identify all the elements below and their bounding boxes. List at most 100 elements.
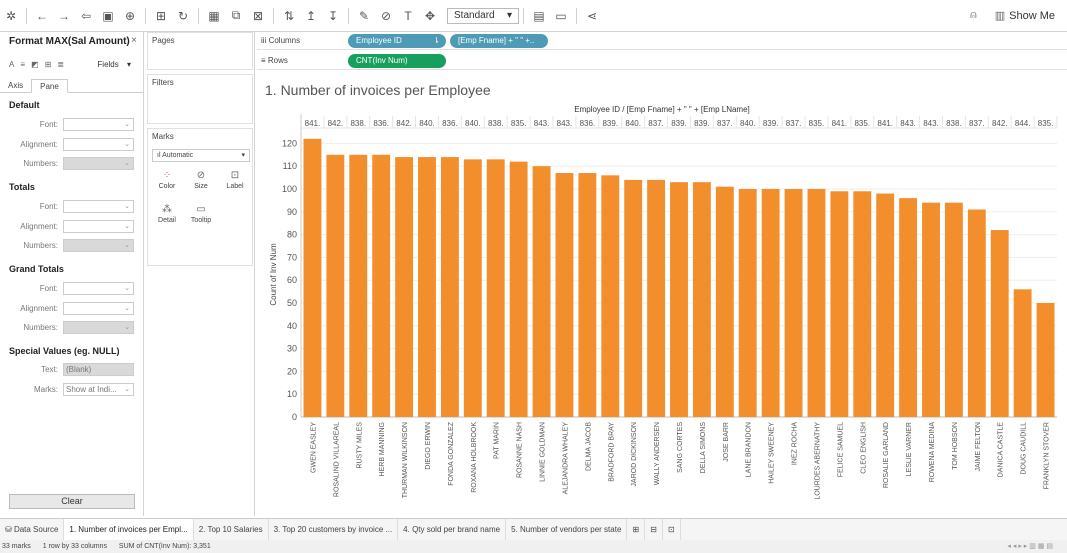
chevron-down-icon: ⌄ (124, 141, 130, 148)
default-numbers-combo[interactable]: ⌄ (63, 157, 134, 170)
rows-shelf[interactable]: ≡ Rows CNT(Inv Num) (257, 52, 1067, 70)
bar (715, 186, 734, 417)
font-format-icon[interactable]: A (9, 59, 15, 69)
rows-shelf-label: ≡ Rows (261, 56, 288, 65)
rows-label: Rows (267, 56, 288, 65)
tooltip-button[interactable]: ▭ Tooltip (186, 203, 216, 231)
save-icon[interactable]: ▣ (102, 8, 114, 23)
column-header: Employee ID / [Emp Fname] + " " + [Emp L… (574, 105, 750, 114)
undo-icon[interactable]: ⇦ (80, 8, 92, 23)
size-button[interactable]: ⊘ Size (186, 169, 216, 197)
sort-descending-icon[interactable]: ↧ (327, 8, 339, 23)
mark-type-value: Automatic (162, 152, 194, 159)
grand-numbers-combo[interactable]: ⌄ (63, 321, 134, 334)
sheet-tab-5[interactable]: 5. Number of vendors per state (506, 518, 628, 541)
show-me-label: Show Me (1009, 9, 1055, 22)
sheet-tabs: ⛁ Data Source 1. Number of invoices per … (0, 518, 1067, 541)
bar (372, 154, 391, 418)
employee-name-label: PAT MARIN (494, 422, 501, 459)
highlight-icon[interactable]: ✎ (358, 8, 370, 23)
grand-numbers-row: Numbers: ⌄ (0, 321, 140, 335)
default-font-row: Font: ⌄ (0, 118, 140, 132)
employee-id-pill[interactable]: Employee ID ⇂ (348, 34, 446, 48)
shading-format-icon[interactable]: ◩ (31, 59, 39, 69)
totals-numbers-combo[interactable]: ⌄ (63, 239, 134, 252)
emp-name-pill[interactable]: [Emp Fname] + " " +.. (450, 34, 548, 48)
forward-icon[interactable]: → (58, 8, 70, 23)
color-button[interactable]: ⁘ Color (152, 169, 182, 197)
employee-name-label: ROSALIND VILLAREAL (333, 422, 340, 497)
label-button[interactable]: ⊡ Label (220, 169, 250, 197)
y-tick-label: 100 (282, 184, 297, 194)
font-label: Font: (39, 284, 58, 293)
sheet-tab-1[interactable]: 1. Number of invoices per Empl... (64, 518, 194, 541)
back-icon[interactable]: ← (36, 8, 48, 23)
grand-alignment-combo[interactable]: ⌄ (63, 302, 134, 315)
totals-alignment-combo[interactable]: ⌄ (63, 220, 134, 233)
employee-id-label: 841. (832, 119, 848, 128)
tab-pane[interactable]: Pane (31, 79, 68, 93)
data-source-tab[interactable]: ⛁ Data Source (0, 518, 65, 541)
fields-dropdown[interactable]: Fields ▾ (97, 59, 131, 69)
sheet-tab-3[interactable]: 3. Top 20 customers by invoice ... (269, 518, 399, 541)
swap-icon[interactable]: ⇅ (283, 8, 295, 23)
y-tick-label: 90 (287, 207, 297, 217)
bar (349, 154, 368, 418)
presentation-icon[interactable]: ▭ (555, 8, 567, 23)
grand-font-combo[interactable]: ⌄ (63, 282, 134, 295)
new-worksheet-tab-icon[interactable]: ⊞ (627, 518, 646, 541)
show-me-button[interactable]: ⍝ ▥ Show Me (970, 9, 1055, 22)
new-data-source-icon[interactable]: ⊕ (124, 8, 136, 23)
sheet-tab-2[interactable]: 2. Top 10 Salaries (194, 518, 269, 541)
filters-card[interactable]: Filters (147, 74, 253, 124)
close-icon[interactable]: × (131, 35, 137, 46)
y-tick-label: 40 (287, 321, 297, 331)
group-icon[interactable]: ⊘ (380, 8, 392, 23)
bar (578, 173, 597, 417)
tab-axis[interactable]: Axis (8, 81, 24, 90)
employee-id-label: 836. (580, 119, 596, 128)
employee-id-label: 839. (694, 119, 710, 128)
show-cards-icon[interactable]: ▤ (533, 8, 545, 23)
clear-button[interactable]: Clear (9, 494, 135, 509)
fix-axes-icon[interactable]: ✥ (424, 8, 436, 23)
clear-sheet-icon[interactable]: ⊠ (252, 8, 264, 23)
sheet-tab-4[interactable]: 4. Qty sold per brand name (398, 518, 507, 541)
employee-name-label: LOURDES ABERNATHY (814, 422, 821, 500)
default-alignment-combo[interactable]: ⌄ (63, 138, 134, 151)
rows-icon: ≡ (261, 56, 268, 65)
bar (876, 193, 895, 417)
run-query-icon[interactable]: ▦ (208, 8, 220, 23)
toolbar-separator (576, 7, 577, 24)
marks-label: Marks: (34, 385, 58, 394)
bar (830, 191, 849, 417)
mark-type-select[interactable]: ıl Automatic ▾ (152, 149, 250, 162)
refresh-icon[interactable]: ↻ (177, 8, 189, 23)
special-marks-combo[interactable]: Show at Indi... ⌄ (63, 383, 134, 396)
borders-format-icon[interactable]: ⊞ (44, 59, 52, 69)
bar (899, 198, 918, 417)
tableau-logo-icon[interactable]: ✲ (5, 8, 17, 23)
employee-name-label: JOSE BARR (723, 422, 730, 462)
lines-format-icon[interactable]: ≣ (57, 59, 64, 69)
share-icon[interactable]: ⋖ (586, 8, 598, 23)
special-text-field[interactable]: (Blank) (63, 363, 134, 376)
new-story-tab-icon[interactable]: ⊡ (663, 518, 681, 541)
new-worksheet-icon[interactable]: ⊞ (155, 8, 167, 23)
duplicate-sheet-icon[interactable]: ⧉ (231, 8, 241, 22)
align-format-icon[interactable]: ≡ (20, 59, 26, 69)
profile-icon[interactable]: ⍝ (970, 9, 977, 21)
sort-ascending-icon[interactable]: ↥ (305, 8, 317, 23)
view-controls-icon[interactable]: ◂ ◂ ▸ ▸ ▥ ▦ ▤ (1007, 543, 1053, 550)
labels-icon[interactable]: T (404, 8, 412, 23)
cnt-inv-num-pill[interactable]: CNT(Inv Num) (348, 54, 446, 68)
totals-font-combo[interactable]: ⌄ (63, 200, 134, 213)
employee-id-label: 839. (763, 119, 779, 128)
detail-button[interactable]: ⁂ Detail (152, 203, 182, 231)
fit-select[interactable]: Standard ▾ (447, 7, 519, 24)
employee-id-label: 843. (923, 119, 939, 128)
pages-card[interactable]: Pages (147, 32, 253, 70)
default-font-combo[interactable]: ⌄ (63, 118, 134, 131)
new-dashboard-tab-icon[interactable]: ⊟ (645, 518, 663, 541)
columns-shelf[interactable]: iii Columns Employee ID ⇂ [Emp Fname] + "… (257, 32, 1067, 50)
